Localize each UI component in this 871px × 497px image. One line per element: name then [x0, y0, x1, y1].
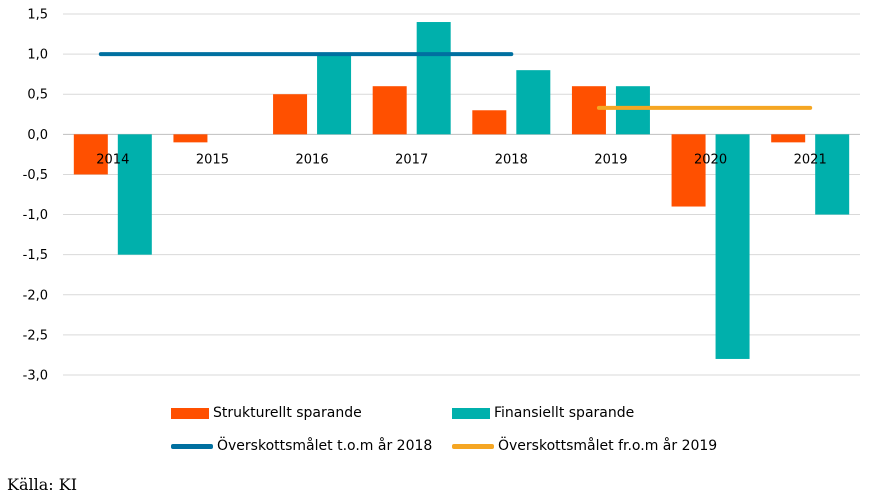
legend-label-target-2018: Överskottsmålet t.o.m år 2018	[217, 438, 433, 454]
bar-finansiellt-2019	[615, 86, 650, 135]
legend-item-strukturellt: Strukturellt sparande	[171, 405, 362, 421]
y-tick-label: 0,0	[27, 128, 48, 143]
x-tick-label: 2015	[196, 152, 229, 167]
legend-label-strukturellt: Strukturellt sparande	[213, 405, 362, 421]
x-tick-label: 2014	[96, 152, 129, 167]
y-tick-label: -2,0	[23, 288, 48, 303]
legend-item-finansiellt: Finansiellt sparande	[452, 405, 634, 421]
y-tick-label: -0,5	[23, 168, 48, 183]
y-tick-label: 1,5	[27, 8, 48, 23]
legend-swatch-strukturellt	[171, 407, 209, 419]
bar-strukturellt-2016	[273, 94, 308, 135]
bar-finansiellt-2016	[317, 54, 352, 135]
x-tick-label: 2016	[296, 152, 329, 167]
legend-swatch-finansiellt	[452, 407, 490, 419]
y-tick-label: -3,0	[23, 369, 48, 384]
bar-strukturellt-2014	[73, 134, 108, 175]
bar-finansiellt-2020	[715, 134, 750, 359]
y-tick-label: 1,0	[27, 48, 48, 63]
bar-strukturellt-2018	[472, 110, 507, 135]
y-tick-label: -2,5	[23, 328, 48, 343]
x-tick-label: 2020	[694, 152, 727, 167]
y-tick-label: -1,5	[23, 248, 48, 263]
x-tick-label: 2019	[594, 152, 627, 167]
y-tick-label: 0,5	[27, 88, 48, 103]
x-axis-ticks: 2014 2015 2016 2017 2018 2019 2020 2021	[96, 152, 826, 167]
legend-item-target-2018: Överskottsmålet t.o.m år 2018	[171, 438, 432, 454]
y-tick-label: -1,0	[23, 208, 48, 223]
bar-finansiellt-2017	[416, 22, 451, 135]
bar-strukturellt-2017	[372, 86, 407, 135]
target-lines	[98, 52, 813, 110]
bar-strukturellt-2015	[173, 134, 208, 143]
bar-strukturellt-2021	[771, 134, 806, 143]
bar-finansiellt-2018	[516, 70, 551, 135]
source-note: Källa: KI	[7, 475, 78, 494]
x-tick-label: 2018	[495, 152, 528, 167]
bar-finansiellt-2021	[815, 134, 850, 215]
legend-swatch-target-2018	[171, 443, 213, 449]
bar-finansiellt-2014	[117, 134, 152, 255]
y-axis-ticks: 1,5 1,0 0,5 0,0 -0,5 -1,0 -1,5 -2,0 -2,5 -3,0	[23, 8, 48, 384]
bars	[73, 22, 850, 359]
legend-item-target-2019: Överskottsmålet fr.o.m år 2019	[452, 438, 717, 454]
legend-swatch-target-2019	[452, 443, 494, 449]
bar-strukturellt-2020	[671, 134, 706, 207]
chart: 1,5 1,0 0,5 0,0 -0,5 -1,0 -1,5 -2,0 -2,5 -3,0 201…	[23, 8, 860, 384]
legend-label-finansiellt: Finansiellt sparande	[494, 405, 635, 421]
legend-label-target-2019: Överskottsmålet fr.o.m år 2019	[498, 438, 718, 454]
x-tick-label: 2021	[794, 152, 827, 167]
bar-strukturellt-2019	[571, 86, 606, 135]
x-tick-label: 2017	[395, 152, 428, 167]
